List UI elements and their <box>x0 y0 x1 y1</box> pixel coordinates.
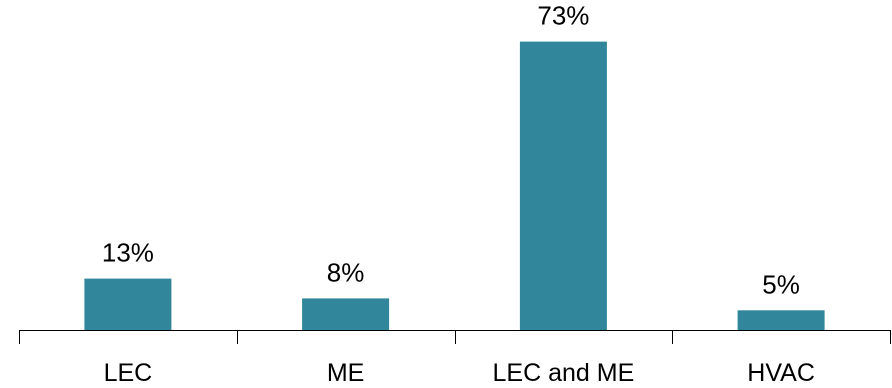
bar-3 <box>737 310 825 331</box>
bars-layer <box>84 41 825 331</box>
data-label-0: 13% <box>102 238 154 268</box>
x-tick-label-1: ME <box>327 359 365 387</box>
data-label-3: 5% <box>762 269 800 299</box>
bar-1 <box>302 298 390 330</box>
data-labels-layer: 13% 8% 73% 5% <box>102 1 800 300</box>
x-tick-label-0: LEC <box>104 359 153 387</box>
x-tick-label-3: HVAC <box>747 359 815 387</box>
data-label-2: 73% <box>537 1 589 31</box>
data-label-1: 8% <box>327 257 365 287</box>
bar-2 <box>519 41 607 330</box>
bar-0 <box>84 278 172 330</box>
x-axis: LEC ME LEC and ME HVAC <box>19 330 891 387</box>
x-tick-label-2: LEC and ME <box>493 359 635 387</box>
